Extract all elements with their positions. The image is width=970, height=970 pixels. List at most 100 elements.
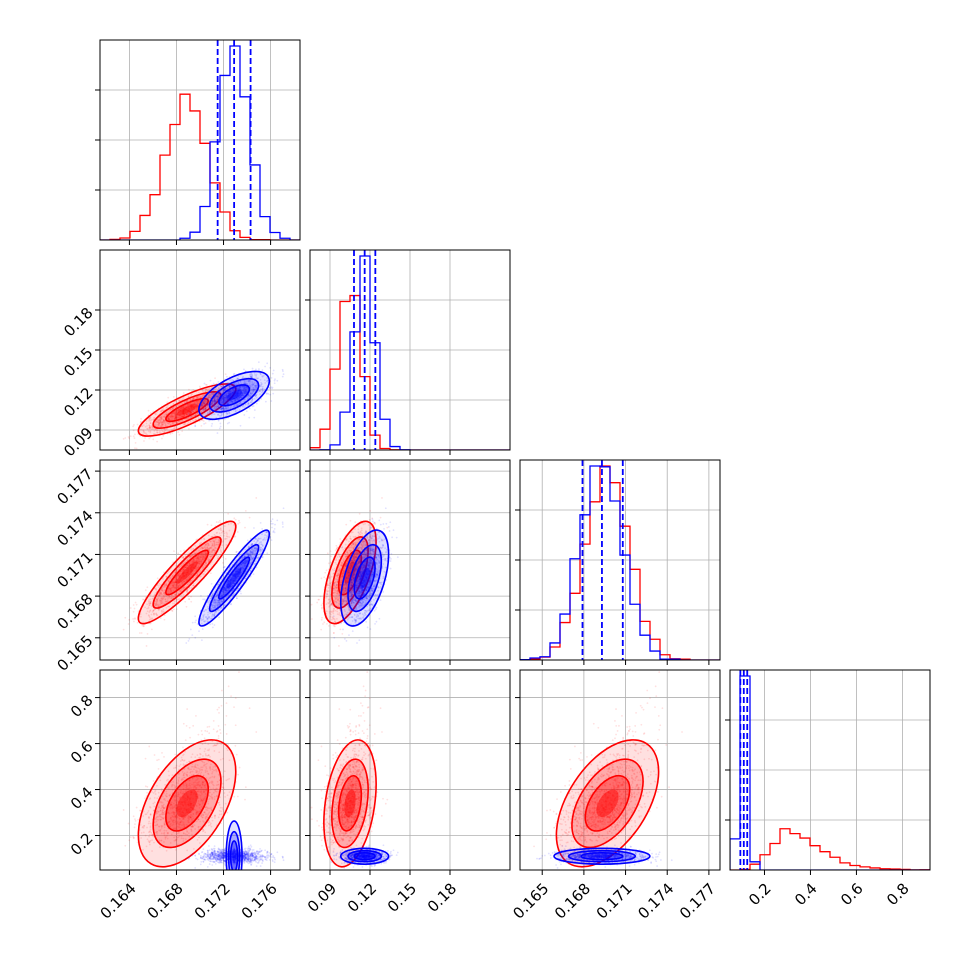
scatter-point: [153, 612, 155, 615]
scatter-point: [218, 414, 221, 417]
scatter-point: [195, 397, 197, 400]
scatter-point: [207, 534, 210, 537]
scatter-point: [190, 569, 193, 571]
scatter-point: [221, 600, 223, 603]
scatter-point: [184, 566, 187, 569]
scatter-point: [161, 589, 164, 591]
scatter-point: [151, 610, 154, 613]
scatter-point: [230, 390, 233, 393]
scatter-point: [189, 405, 192, 408]
scatter-point: [252, 557, 254, 560]
scatter-point: [179, 584, 181, 587]
scatter-point: [197, 554, 200, 557]
scatter-point: [150, 428, 153, 431]
scatter-point: [214, 403, 217, 406]
scatter-point: [204, 552, 207, 555]
scatter-point: [242, 382, 245, 385]
scatter-point: [236, 404, 239, 406]
scatter-point: [173, 417, 176, 419]
scatter-point: [186, 405, 189, 408]
scatter-point: [156, 440, 159, 443]
scatter-point: [157, 608, 160, 611]
scatter-point: [236, 388, 239, 391]
scatter-point: [178, 579, 181, 582]
scatter-point: [197, 396, 199, 398]
scatter-point: [182, 412, 184, 415]
scatter-point: [227, 583, 230, 586]
scatter-point: [251, 376, 254, 379]
scatter-point: [225, 394, 228, 397]
scatter-point: [162, 611, 164, 614]
scatter-point: [134, 433, 136, 436]
scatter-point: [234, 392, 236, 395]
scatter-point: [204, 552, 207, 555]
scatter-point: [202, 403, 205, 405]
scatter-point: [219, 553, 221, 556]
scatter-point: [206, 389, 209, 392]
scatter-point: [199, 556, 201, 559]
scatter-point: [229, 398, 232, 400]
scatter-point: [172, 578, 175, 581]
scatter-point: [213, 399, 216, 402]
scatter-point: [244, 565, 247, 567]
scatter-point: [158, 418, 161, 421]
scatter-point: [222, 540, 225, 542]
scatter-point: [173, 581, 176, 583]
scatter-point: [185, 577, 188, 580]
scatter-point: [234, 399, 237, 401]
scatter-point: [220, 407, 223, 410]
scatter-point: [243, 392, 246, 395]
scatter-point: [218, 540, 221, 543]
scatter-point: [183, 568, 186, 570]
scatter-point: [207, 403, 210, 406]
scatter-point: [222, 403, 225, 406]
scatter-point: [172, 574, 174, 577]
scatter-point: [176, 416, 179, 419]
scatter-point: [189, 406, 192, 408]
scatter-point: [185, 605, 188, 608]
scatter-point: [192, 410, 194, 413]
scatter-point: [253, 387, 256, 389]
scatter-point: [188, 409, 191, 412]
scatter-point: [191, 408, 194, 411]
scatter-point: [251, 384, 254, 387]
scatter-point: [238, 391, 240, 394]
scatter-point: [181, 570, 184, 573]
scatter-point: [144, 606, 146, 609]
scatter-point: [221, 395, 224, 398]
scatter-point: [259, 372, 261, 375]
scatter-point: [236, 389, 239, 392]
scatter-point: [255, 384, 258, 387]
scatter-point: [146, 603, 148, 606]
scatter-point: [191, 569, 194, 572]
scatter-point: [157, 603, 160, 606]
scatter-point: [159, 415, 162, 418]
scatter-point: [158, 419, 160, 421]
scatter-point: [209, 392, 212, 395]
scatter-point: [159, 617, 162, 620]
scatter-point: [210, 425, 213, 427]
scatter-point: [221, 397, 224, 400]
scatter-point: [190, 566, 192, 569]
scatter-point: [201, 628, 204, 630]
scatter-point: [196, 551, 198, 554]
scatter-point: [254, 373, 256, 376]
scatter-point: [221, 407, 224, 410]
scatter-point: [187, 595, 190, 598]
scatter-point: [207, 387, 209, 390]
scatter-point: [233, 561, 236, 564]
scatter-point: [242, 391, 245, 394]
scatter-point: [186, 410, 189, 413]
scatter-point: [187, 572, 190, 575]
scatter-point: [208, 393, 211, 396]
scatter-point: [230, 579, 233, 582]
scatter-point: [193, 561, 195, 564]
scatter-point: [255, 497, 258, 499]
scatter-point: [225, 398, 228, 400]
scatter-point: [186, 400, 189, 403]
scatter-point: [242, 390, 244, 392]
scatter-point: [225, 407, 228, 410]
scatter-point: [236, 394, 239, 397]
scatter-point: [187, 409, 190, 411]
scatter-point: [194, 403, 196, 405]
